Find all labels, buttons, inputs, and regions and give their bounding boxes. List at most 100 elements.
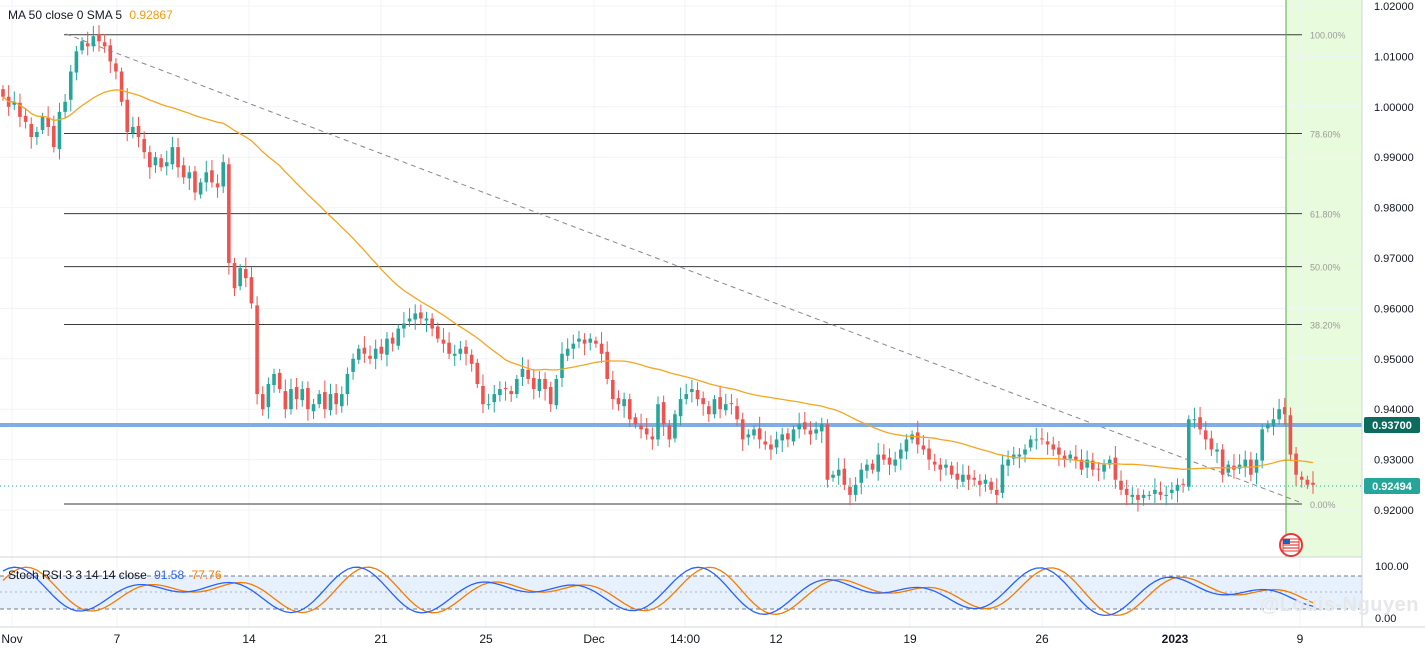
candle-body: [469, 354, 474, 364]
candle-body: [80, 41, 84, 51]
candle-body: [277, 372, 282, 390]
price-tick-label: 0.97000: [1374, 253, 1414, 265]
candle-body: [1158, 491, 1163, 495]
candle-body: [1226, 464, 1231, 473]
candle-body: [1299, 476, 1304, 480]
candle-body: [232, 263, 237, 289]
candle-body: [1181, 483, 1185, 485]
ma-legend-value: 0.92867: [129, 8, 173, 22]
candle-body: [899, 449, 903, 459]
candle-body: [181, 165, 186, 178]
candle-body: [1186, 419, 1191, 487]
fib-level-label: 50.00%: [1310, 263, 1341, 273]
candle-body: [1017, 454, 1022, 457]
candle-body: [752, 429, 756, 436]
candle-body: [1277, 409, 1281, 420]
fibonacci-retracement[interactable]: 100.00% 78.60% 61.80% 50.00% 38.20% 0.00%: [64, 31, 1346, 510]
candle-body: [475, 362, 480, 384]
candle-body: [379, 346, 384, 354]
candle-body: [921, 445, 926, 450]
candle-body: [1141, 494, 1146, 498]
candle-body: [119, 71, 124, 102]
candle-body: [362, 347, 367, 354]
candle-body: [74, 51, 79, 73]
candle-body: [249, 277, 254, 304]
candle-body: [1220, 449, 1225, 475]
time-tick-label: 26: [1035, 632, 1049, 646]
price-tick-label: 0.94000: [1374, 404, 1414, 416]
candle-body: [311, 404, 316, 412]
candle-body: [413, 313, 417, 320]
candle-body: [447, 342, 451, 354]
candle-body: [1175, 484, 1180, 491]
candle-body: [690, 389, 694, 393]
candle-body: [373, 348, 378, 359]
candle-body: [695, 390, 700, 400]
candle-body: [1090, 460, 1095, 470]
candle-body: [509, 391, 513, 395]
candle-body: [667, 425, 672, 440]
candle-body: [345, 373, 350, 395]
time-axis[interactable]: Nov 7 14 21 25 Dec 14:00 12 19 26 2023 9: [1, 632, 1303, 646]
candle-body: [786, 433, 790, 440]
candle-body: [1282, 407, 1287, 415]
candle-body: [1192, 419, 1197, 421]
now-highlight-band: [1286, 0, 1362, 557]
stoch-rsi-d-value: 77.76: [191, 568, 222, 582]
price-tick-label: 1.00000: [1374, 102, 1414, 114]
horizontal-level-label: 0.93700: [1372, 420, 1412, 432]
candle-body: [1311, 482, 1315, 485]
candle-body: [537, 378, 542, 392]
candle-body: [1107, 459, 1112, 465]
candle-body: [1136, 494, 1140, 500]
candle-body: [1237, 464, 1242, 469]
candle-body: [594, 340, 598, 344]
candle-body: [577, 338, 581, 342]
candle-body: [701, 398, 705, 405]
candle-body: [486, 404, 491, 406]
price-axis[interactable]: 1.02000 1.01000 1.00000 0.99000 0.98000 0.970…: [1374, 1, 1414, 517]
candle-body: [808, 430, 813, 435]
candle-body: [961, 474, 965, 482]
candle-body: [735, 406, 739, 420]
candle-body: [548, 387, 553, 405]
candle-body: [723, 404, 728, 411]
price-tick-label: 0.93000: [1374, 455, 1414, 467]
candle-body: [1062, 455, 1067, 460]
stoch-rsi-legend[interactable]: Stoch RSI 3 3 14 14 close 91.58 77.76: [8, 568, 222, 582]
candle-body: [1119, 480, 1123, 490]
candle-body: [91, 36, 96, 47]
candle-body: [29, 123, 34, 138]
candle-body: [1243, 459, 1248, 467]
price-tick-label: 0.95000: [1374, 354, 1414, 366]
candle-body: [780, 434, 785, 441]
candle-body: [458, 348, 463, 354]
candle-body: [616, 398, 621, 405]
us-flag-event-icon[interactable]: [1279, 533, 1303, 557]
candle-body: [814, 429, 818, 434]
candle-body: [102, 42, 107, 47]
candle-body: [424, 318, 429, 321]
candle-body: [938, 464, 943, 470]
candle-body: [588, 338, 593, 343]
moving-average-line: [2, 89, 1314, 471]
stoch-rsi-legend-text: Stoch RSI 3 3 14 14 close: [8, 568, 147, 582]
time-tick-label: Nov: [1, 632, 22, 646]
candle-body: [12, 101, 17, 105]
candle-body: [339, 394, 344, 407]
price-tick-label: 0.98000: [1374, 203, 1414, 215]
candle-body: [876, 454, 881, 472]
candle-body: [882, 454, 886, 460]
grid: [0, 0, 1362, 627]
candle-body: [949, 465, 954, 475]
candle-body: [317, 394, 322, 405]
ma-legend[interactable]: MA 50 close 0 SMA 5 0.92867: [8, 8, 173, 22]
candle-body: [848, 486, 852, 495]
candle-body: [1170, 489, 1174, 493]
candle-body: [515, 378, 519, 395]
candle-body: [227, 164, 231, 264]
candle-body: [1040, 438, 1044, 440]
candle-body: [639, 425, 643, 430]
candle-body: [97, 34, 101, 42]
